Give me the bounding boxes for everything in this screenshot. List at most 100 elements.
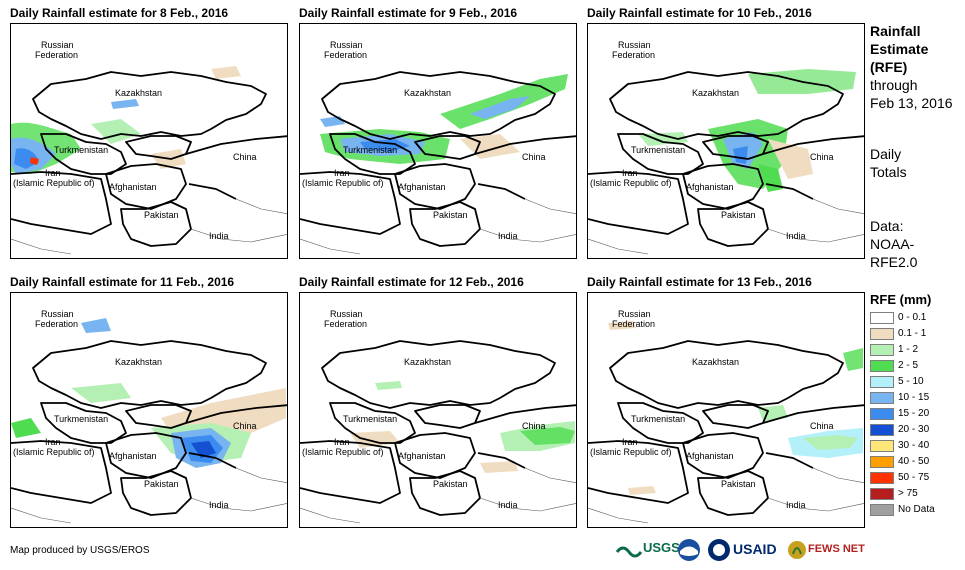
label-federation: Federation [612,50,655,60]
label-turkmenistan: Turkmenistan [54,414,108,424]
label-russia: Russian [618,40,651,50]
label-russia: Russian [41,40,74,50]
legend-label: 30 - 40 [898,440,930,451]
rain-8feb [11,66,241,174]
label-federation: Federation [324,50,367,60]
map-8feb: Russian Federation Kazakhstan Turkmenist… [10,23,288,259]
legend-swatch [870,488,894,500]
borders-10feb [588,71,864,247]
rain-11feb [11,318,286,468]
legend-swatch [870,376,894,388]
legend-swatch [870,456,894,468]
legend-swatch [870,312,894,324]
label-turkmenistan: Turkmenistan [631,145,685,155]
legend-swatch [870,392,894,404]
label-afghanistan: Afghanistan [686,182,734,192]
fews-logo: FEWS NET [787,538,865,567]
label-iran: Iran [45,437,61,447]
label-india: India [786,500,806,510]
label-kazakhstan: Kazakhstan [115,88,162,98]
label-federation: Federation [612,319,655,329]
side-data-block: Data: NOAA- RFE2.0 [870,217,917,271]
panel-title-10feb: Daily Rainfall estimate for 10 Feb., 201… [587,6,812,20]
legend-label: 20 - 30 [898,424,930,435]
label-kazakhstan: Kazakhstan [692,88,739,98]
legend-swatch [870,424,894,436]
side-totals: Totals [870,164,907,180]
legend-swatch [870,328,894,340]
legend-label: 15 - 20 [898,408,930,419]
usgs-logo: USGS [615,538,680,567]
borders-12feb [300,340,576,516]
label-turkmenistan: Turkmenistan [343,145,397,155]
label-iran-full: (Islamic Republic of) [302,447,384,457]
fews-leaf-icon [788,541,806,559]
side-daily-block: Daily Totals [870,145,907,181]
borders-8feb [11,71,287,247]
label-iran: Iran [622,168,638,178]
label-pakistan: Pakistan [721,210,756,220]
label-india: India [498,500,518,510]
map-9feb: Russian Federation Kazakhstan Turkmenist… [299,23,577,259]
label-afghanistan: Afghanistan [398,451,446,461]
side-through: through [870,77,918,93]
legend-swatch [870,344,894,356]
label-russia: Russian [330,309,363,319]
rain-9feb [320,74,568,164]
label-pakistan: Pakistan [721,479,756,489]
legend-label: No Data [898,504,935,515]
label-india: India [209,500,229,510]
label-turkmenistan: Turkmenistan [54,145,108,155]
label-kazakhstan: Kazakhstan [115,357,162,367]
label-iran: Iran [45,168,61,178]
label-kazakhstan: Kazakhstan [692,357,739,367]
label-iran-full: (Islamic Republic of) [590,178,672,188]
panel-title-9feb: Daily Rainfall estimate for 9 Feb., 2016 [299,6,518,20]
label-kazakhstan: Kazakhstan [404,88,451,98]
label-china: China [233,421,257,431]
label-china: China [810,152,834,162]
side-data-2: NOAA- [870,236,915,252]
side-date: Feb 13, 2016 [870,95,953,111]
map-10feb: Russian Federation Kazakhstan Turkmenist… [587,23,865,259]
label-iran-full: (Islamic Republic of) [13,178,95,188]
borders-11feb [11,340,287,516]
label-afghanistan: Afghanistan [109,182,157,192]
side-data-3: RFE2.0 [870,254,918,270]
label-russia: Russian [41,309,74,319]
label-china: China [233,152,257,162]
rain-13feb [608,321,863,495]
label-india: India [786,231,806,241]
label-china: China [810,421,834,431]
legend-swatch [870,504,894,516]
side-title-block: Rainfall Estimate (RFE) through Feb 13, … [870,22,953,112]
panel-title-13feb: Daily Rainfall estimate for 13 Feb., 201… [587,275,812,289]
label-iran: Iran [334,437,350,447]
label-pakistan: Pakistan [144,210,179,220]
label-federation: Federation [35,50,78,60]
legend-swatch [870,440,894,452]
legend-swatch [870,472,894,484]
usgs-logo-text: USGS [643,540,680,555]
legend-label: 2 - 5 [898,360,919,371]
usaid-logo: USAID [733,541,777,559]
side-data-1: Data: [870,218,904,234]
label-india: India [209,231,229,241]
label-pakistan: Pakistan [433,479,468,489]
legend-label: 40 - 50 [898,456,930,467]
borders-9feb [300,71,576,247]
panel-title-11feb: Daily Rainfall estimate for 11 Feb., 201… [10,275,235,289]
legend-label: 1 - 2 [898,344,919,355]
legend-label: 50 - 75 [898,472,930,483]
label-iran: Iran [622,437,638,447]
label-kazakhstan: Kazakhstan [404,357,451,367]
usaid-seal-icon [707,538,731,567]
label-federation: Federation [324,319,367,329]
label-russia: Russian [330,40,363,50]
label-federation: Federation [35,319,78,329]
side-title-3: (RFE) [870,59,908,75]
label-turkmenistan: Turkmenistan [631,414,685,424]
panel-title-12feb: Daily Rainfall estimate for 12 Feb., 201… [299,275,524,289]
label-turkmenistan: Turkmenistan [343,414,397,424]
label-russia: Russian [618,309,651,319]
